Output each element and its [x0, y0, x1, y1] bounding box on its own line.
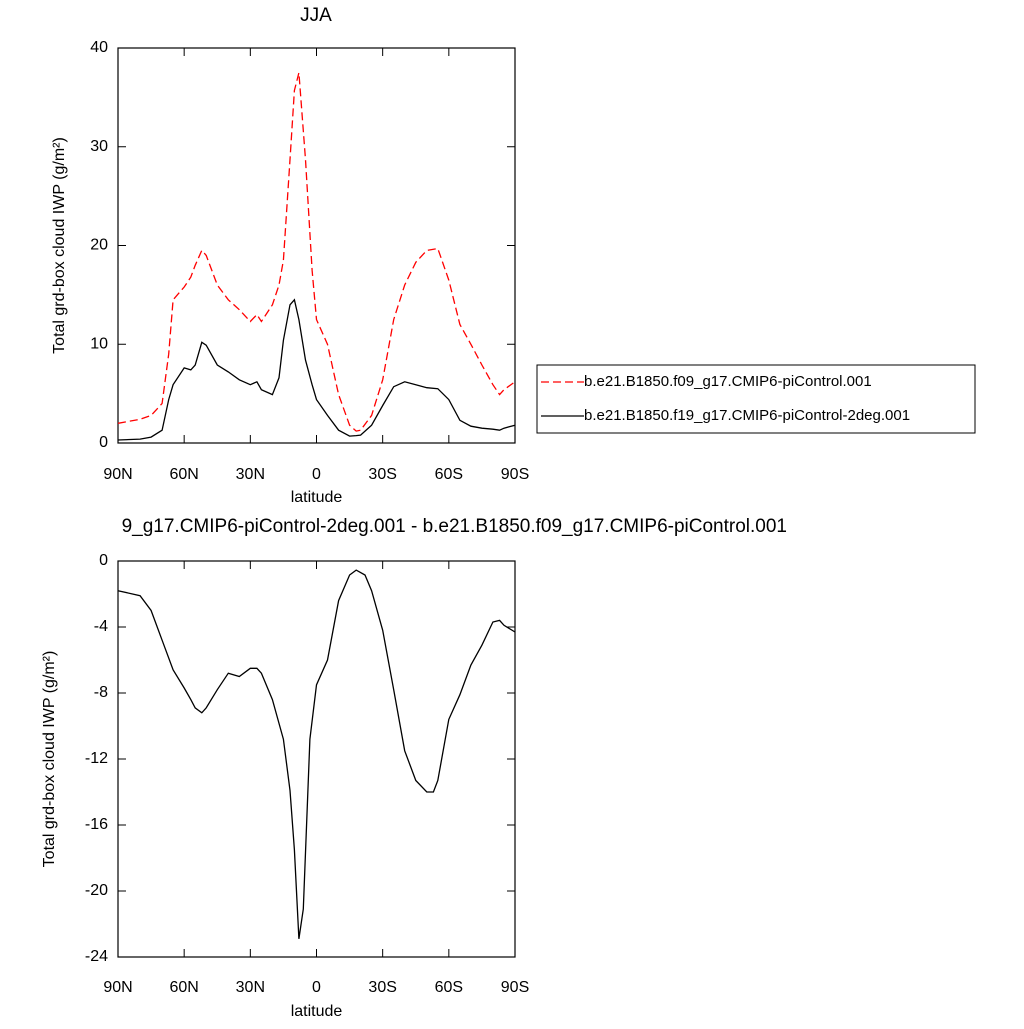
x-tick-label: 90S [501, 979, 529, 996]
data-line [117, 569, 516, 939]
data-line [117, 72, 516, 432]
plot-frame [117, 47, 516, 444]
x-tick-label: 30N [236, 979, 265, 996]
chart-title: JJA [300, 5, 332, 26]
plot-frame [117, 560, 516, 958]
x-tick-label: 0 [312, 466, 321, 483]
x-axis-label: latitude [291, 489, 343, 506]
y-tick-label: -4 [94, 618, 108, 635]
x-tick-label: 30S [368, 979, 396, 996]
y-axis-label: Total grd-box cloud IWP (g/m²) [41, 651, 58, 868]
y-tick-label: 10 [90, 335, 108, 352]
chart-title: 9_g17.CMIP6-piControl-2deg.001 - b.e21.B… [122, 516, 787, 537]
y-tick-label: -16 [85, 816, 108, 833]
x-tick-label: 0 [312, 979, 321, 996]
legend-label: b.e21.B1850.f09_g17.CMIP6-piControl.001 [584, 373, 872, 390]
y-tick-label: -24 [85, 948, 108, 965]
y-tick-label: 20 [90, 237, 108, 254]
x-tick-label: 60N [169, 979, 198, 996]
x-tick-label: 60N [169, 466, 198, 483]
y-tick-label: -12 [85, 750, 108, 767]
x-tick-label: 30S [368, 466, 396, 483]
y-tick-label: -20 [85, 882, 108, 899]
x-tick-label: 90N [103, 466, 132, 483]
legend-label: b.e21.B1850.f19_g17.CMIP6-piControl-2deg… [584, 407, 910, 424]
x-tick-label: 30N [236, 466, 265, 483]
y-tick-label: 0 [99, 552, 108, 569]
x-axis-label: latitude [291, 1003, 343, 1020]
y-tick-label: 30 [90, 138, 108, 155]
y-tick-label: 0 [99, 434, 108, 451]
x-tick-label: 90S [501, 466, 529, 483]
x-tick-label: 60S [435, 466, 463, 483]
y-tick-label: -8 [94, 684, 108, 701]
x-tick-label: 90N [103, 979, 132, 996]
data-line [117, 298, 516, 441]
y-tick-label: 40 [90, 39, 108, 56]
y-axis-label: Total grd-box cloud IWP (g/m²) [51, 137, 68, 354]
x-tick-label: 60S [435, 979, 463, 996]
legend-box [536, 364, 976, 434]
